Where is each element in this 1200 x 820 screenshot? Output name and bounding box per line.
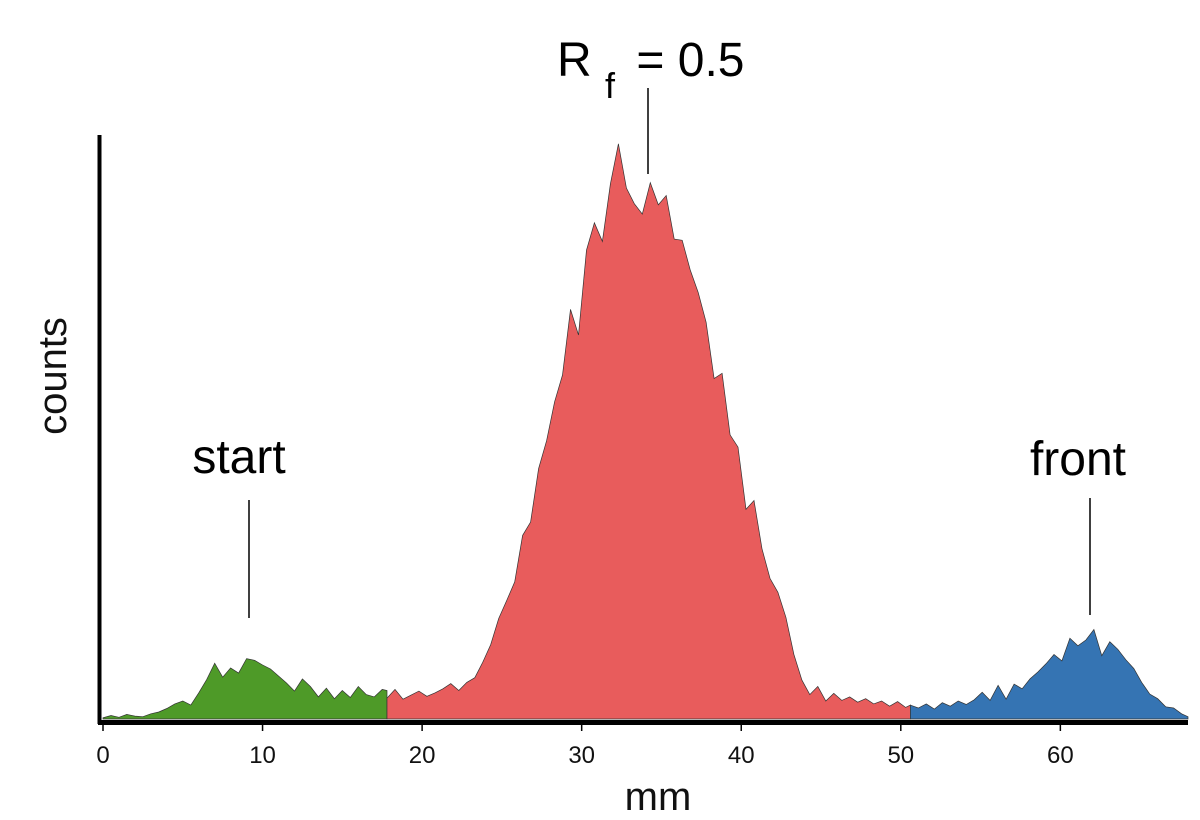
x-tick-layer: 0 10 20 30 40 50 60 bbox=[96, 722, 1074, 769]
x-tick-label-40: 40 bbox=[728, 742, 755, 769]
y-axis-label: counts bbox=[31, 317, 75, 435]
x-tick-label-0: 0 bbox=[96, 742, 109, 769]
annotation-rf-symbol: R bbox=[557, 34, 592, 87]
annotation-front: front bbox=[1030, 433, 1126, 486]
annotation-rf-subscript: f bbox=[605, 65, 616, 106]
x-tick-label-30: 30 bbox=[568, 742, 595, 769]
area-series-start bbox=[102, 658, 388, 720]
x-tick-label-50: 50 bbox=[887, 742, 914, 769]
annotation-rf-value: = 0.5 bbox=[636, 34, 744, 87]
x-tick-label-60: 60 bbox=[1047, 742, 1074, 769]
x-tick-label-20: 20 bbox=[409, 742, 436, 769]
series-layer bbox=[102, 143, 1189, 720]
x-tick-label-10: 10 bbox=[249, 742, 276, 769]
area-series-front bbox=[910, 628, 1189, 720]
area-series-peak bbox=[386, 143, 911, 720]
annotation-rf: R f = 0.5 bbox=[557, 34, 744, 109]
x-axis-label: mm bbox=[625, 775, 692, 819]
annotation-start: start bbox=[192, 431, 285, 484]
annotation-layer: start front R f = 0.5 bbox=[192, 34, 1126, 618]
